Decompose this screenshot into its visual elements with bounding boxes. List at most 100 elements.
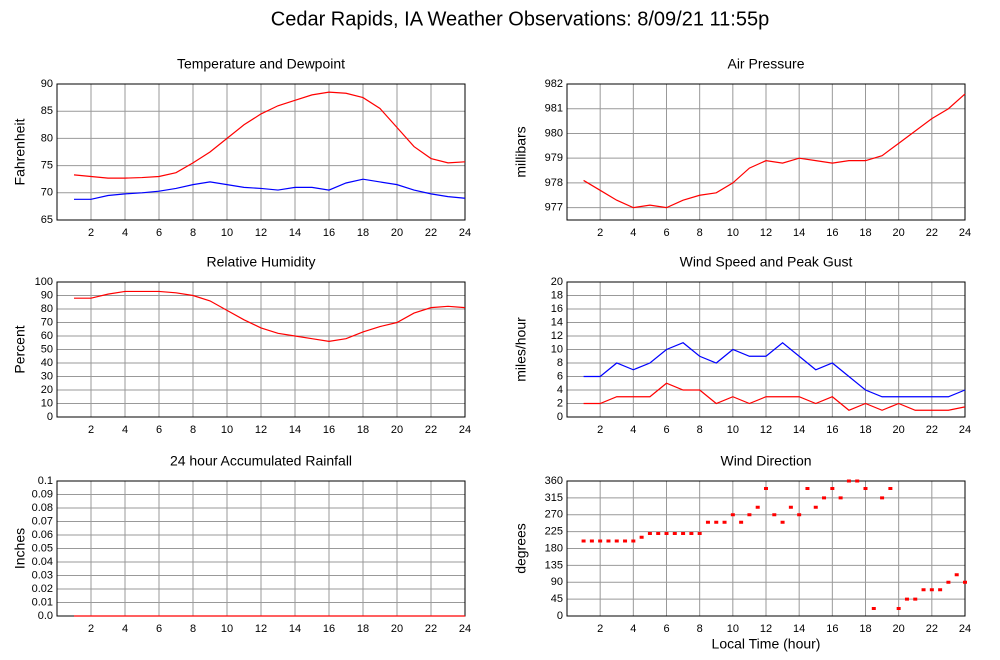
y-axis-label: Inches <box>12 528 28 569</box>
y-tick-label: 0.0 <box>38 610 53 622</box>
y-tick-label: 0.05 <box>32 542 53 554</box>
data-point <box>846 479 851 483</box>
y-tick-label: 0.07 <box>32 515 53 527</box>
data-point <box>689 532 694 535</box>
panel-title: Wind Direction <box>720 453 811 469</box>
y-tick-label: 0.04 <box>32 556 53 568</box>
data-point <box>747 513 752 517</box>
data-point <box>871 607 876 610</box>
data-point <box>639 535 644 539</box>
y-tick-label: 0 <box>47 411 53 423</box>
data-point <box>888 487 893 490</box>
x-tick-label: 16 <box>826 424 838 436</box>
x-tick-label: 16 <box>323 623 335 635</box>
x-tick-label: 10 <box>727 227 739 239</box>
y-tick-label: 982 <box>545 78 563 90</box>
x-tick-label: 4 <box>630 623 636 635</box>
data-point <box>656 532 661 535</box>
x-tick-label: 4 <box>122 623 128 635</box>
y-tick-label: 2 <box>557 397 563 409</box>
x-tick-label: 20 <box>391 424 403 436</box>
x-tick-label: 24 <box>459 424 471 436</box>
data-line <box>74 178 466 200</box>
main-title: Cedar Rapids, IA Weather Observations: 8… <box>271 8 769 30</box>
data-point <box>805 487 810 490</box>
y-tick-label: 0.08 <box>32 502 53 514</box>
data-point <box>606 539 611 543</box>
x-tick-label: 4 <box>122 227 128 239</box>
x-tick-label: 22 <box>425 424 437 436</box>
x-tick-label: 22 <box>926 227 938 239</box>
x-tick-label: 2 <box>88 623 94 635</box>
y-tick-label: 977 <box>545 202 563 214</box>
y-tick-label: 14 <box>551 316 563 328</box>
panel-title: Relative Humidity <box>207 254 316 270</box>
panel-title: Wind Speed and Peak Gust <box>680 254 853 270</box>
plot-frame <box>56 83 466 221</box>
data-point <box>697 532 702 535</box>
x-tick-label: 2 <box>597 227 603 239</box>
data-point <box>598 539 603 543</box>
y-axis-label: Percent <box>12 325 28 373</box>
y-tick-label: 60 <box>41 330 53 342</box>
data-point <box>664 532 669 535</box>
data-point <box>830 487 835 490</box>
x-tick-label: 4 <box>122 424 128 436</box>
data-point <box>822 496 827 500</box>
x-tick-label: 18 <box>357 424 369 436</box>
data-point <box>855 479 860 483</box>
y-axis-label: Fahrenheit <box>12 118 28 185</box>
x-tick-label: 20 <box>893 424 905 436</box>
y-tick-label: 225 <box>545 526 563 538</box>
y-tick-label: 16 <box>551 303 563 315</box>
x-tick-label: 18 <box>859 623 871 635</box>
x-tick-label: 12 <box>255 424 267 436</box>
x-tick-label: 22 <box>425 227 437 239</box>
x-tick-label: 20 <box>391 623 403 635</box>
data-point <box>581 539 586 543</box>
x-tick-label: 6 <box>156 227 162 239</box>
y-tick-label: 30 <box>41 370 53 382</box>
data-point <box>863 487 868 490</box>
y-tick-label: 0 <box>557 610 563 622</box>
x-tick-label: 14 <box>289 227 301 239</box>
x-tick-label: 6 <box>156 424 162 436</box>
x-tick-label: 18 <box>357 227 369 239</box>
x-tick-label: 16 <box>826 227 838 239</box>
data-point <box>921 588 926 592</box>
x-tick-label: 24 <box>459 227 471 239</box>
y-tick-label: 0.06 <box>32 529 53 541</box>
data-line <box>74 290 466 343</box>
x-axis-label: Local Time (hour) <box>712 636 821 652</box>
y-tick-label: 20 <box>551 276 563 288</box>
x-tick-label: 24 <box>959 623 971 635</box>
data-point <box>739 520 744 524</box>
data-point <box>946 580 951 584</box>
data-point <box>730 513 735 517</box>
x-tick-label: 20 <box>391 227 403 239</box>
data-point <box>764 487 768 490</box>
data-point <box>772 513 777 517</box>
y-tick-label: 0.03 <box>32 569 53 581</box>
y-tick-label: 979 <box>545 152 563 164</box>
x-tick-label: 2 <box>88 227 94 239</box>
y-tick-label: 0.09 <box>32 488 53 500</box>
y-tick-label: 18 <box>551 289 563 301</box>
y-tick-label: 90 <box>551 576 563 588</box>
x-tick-label: 20 <box>893 227 905 239</box>
x-tick-label: 8 <box>190 424 196 436</box>
y-tick-label: 80 <box>41 132 53 144</box>
data-point <box>880 496 885 500</box>
x-tick-label: 24 <box>959 227 971 239</box>
x-tick-label: 14 <box>289 623 301 635</box>
x-tick-label: 8 <box>697 424 703 436</box>
data-line <box>583 382 966 411</box>
y-tick-label: 70 <box>41 187 53 199</box>
y-tick-label: 75 <box>41 160 53 172</box>
x-tick-label: 8 <box>697 227 703 239</box>
y-tick-label: 90 <box>41 78 53 90</box>
y-tick-label: 0.1 <box>38 475 53 487</box>
x-tick-label: 24 <box>959 424 971 436</box>
x-tick-label: 16 <box>826 623 838 635</box>
